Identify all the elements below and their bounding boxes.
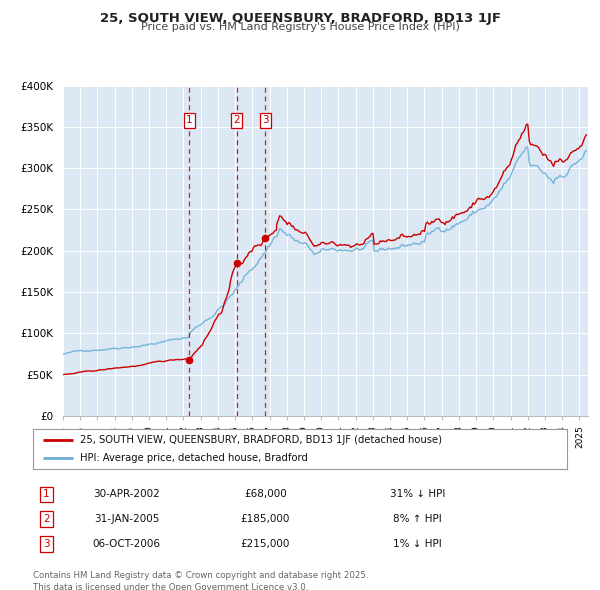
Text: 31% ↓ HPI: 31% ↓ HPI (390, 490, 445, 499)
Text: 25, SOUTH VIEW, QUEENSBURY, BRADFORD, BD13 1JF: 25, SOUTH VIEW, QUEENSBURY, BRADFORD, BD… (100, 12, 500, 25)
Text: 30-APR-2002: 30-APR-2002 (93, 490, 160, 499)
Text: 25, SOUTH VIEW, QUEENSBURY, BRADFORD, BD13 1JF (detached house): 25, SOUTH VIEW, QUEENSBURY, BRADFORD, BD… (80, 435, 442, 445)
Text: 31-JAN-2005: 31-JAN-2005 (94, 514, 159, 524)
Text: 3: 3 (262, 115, 269, 125)
Text: £68,000: £68,000 (244, 490, 287, 499)
Text: £185,000: £185,000 (241, 514, 290, 524)
Text: 1% ↓ HPI: 1% ↓ HPI (393, 539, 442, 549)
Text: 06-OCT-2006: 06-OCT-2006 (92, 539, 160, 549)
Text: £215,000: £215,000 (241, 539, 290, 549)
Text: 3: 3 (43, 539, 50, 549)
Text: Price paid vs. HM Land Registry's House Price Index (HPI): Price paid vs. HM Land Registry's House … (140, 22, 460, 32)
Text: HPI: Average price, detached house, Bradford: HPI: Average price, detached house, Brad… (80, 453, 308, 463)
Text: 2: 2 (233, 115, 240, 125)
Text: 2: 2 (43, 514, 50, 524)
Text: 1: 1 (43, 490, 50, 499)
Text: Contains HM Land Registry data © Crown copyright and database right 2025.
This d: Contains HM Land Registry data © Crown c… (33, 571, 368, 590)
Text: 8% ↑ HPI: 8% ↑ HPI (393, 514, 442, 524)
Text: 1: 1 (186, 115, 193, 125)
